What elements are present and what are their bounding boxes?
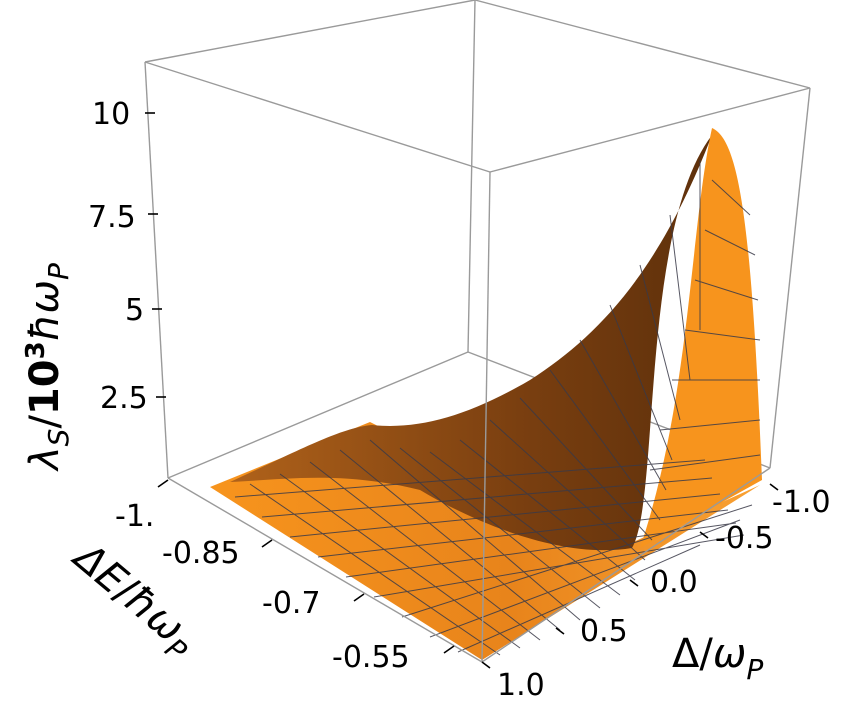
x-tick-label: 0.5 — [580, 614, 628, 649]
x-tick-label: -1.0 — [772, 485, 831, 520]
x-tick-mark — [699, 531, 709, 539]
z-axis-title: λS/103ħωP — [21, 263, 75, 472]
z-tick-label: 10 — [92, 97, 130, 132]
y-tick-label: -0.7 — [262, 586, 321, 621]
bounding-box-back — [144, 0, 811, 479]
y-tick-label: -0.55 — [332, 640, 410, 675]
x-tick-mark — [555, 627, 565, 635]
y-tick-mark — [443, 645, 455, 654]
x-tick-label: -0.5 — [715, 521, 774, 556]
x-tick-mark — [769, 483, 779, 491]
surface-peak-face — [640, 128, 762, 548]
y-tick-label: -0.85 — [162, 536, 240, 571]
x-tick-mark — [629, 579, 639, 587]
surface-ridge — [230, 135, 712, 551]
x-axis-title: Δ/ωP — [672, 631, 763, 686]
y-axis: -1. -0.85 -0.7 -0.55 — [115, 479, 455, 675]
surface-mesh — [234, 160, 761, 656]
x-tick-label: 0.0 — [650, 565, 698, 600]
bounding-box-front — [167, 87, 811, 663]
z-tick-label: 2.5 — [100, 381, 148, 416]
surface — [210, 128, 762, 660]
y-tick-mark — [353, 593, 365, 602]
z-tick-label: 5 — [125, 293, 144, 328]
y-tick-label: -1. — [115, 499, 154, 534]
x-tick-label: 1.0 — [497, 668, 545, 703]
z-tick-label: 7.5 — [88, 200, 136, 235]
y-tick-mark — [261, 539, 273, 548]
surface-floor — [210, 422, 760, 660]
z-axis: 10 7.5 5 2.5 — [88, 97, 166, 416]
x-tick-mark — [481, 661, 491, 669]
y-tick-mark — [157, 479, 169, 488]
x-axis: -1.0 -0.5 0.0 0.5 1.0 — [481, 483, 831, 703]
